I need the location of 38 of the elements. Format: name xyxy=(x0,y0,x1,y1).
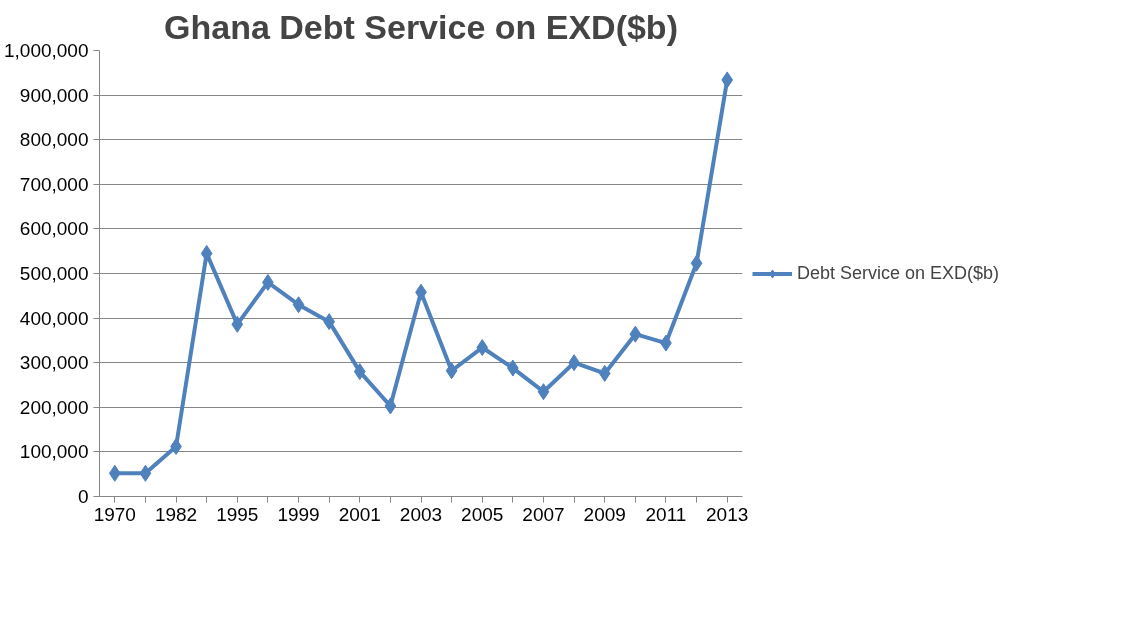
x-tick-label: 2005 xyxy=(461,503,504,525)
point xyxy=(200,244,213,262)
legend-label: Debt Service on EXD($b) xyxy=(797,262,1000,284)
y-tick-label: 800,000 xyxy=(19,129,89,151)
point xyxy=(629,325,642,343)
point xyxy=(108,464,121,482)
y-tick-label: 400,000 xyxy=(19,307,89,329)
point xyxy=(139,464,152,482)
x-tick-label: 2013 xyxy=(706,503,749,525)
point xyxy=(445,362,458,380)
x-tick-label: 1970 xyxy=(93,503,136,525)
point xyxy=(292,296,305,314)
x-tick-label: 1995 xyxy=(216,503,259,525)
y-tick-label: 700,000 xyxy=(19,173,89,195)
x-tick-label: 1999 xyxy=(277,503,320,525)
y-tick-label: 300,000 xyxy=(19,352,89,374)
x-tick-label: 1982 xyxy=(154,503,198,525)
y-tick-label: 600,000 xyxy=(19,218,89,240)
point xyxy=(231,315,244,333)
y-tick-label: 900,000 xyxy=(19,84,89,106)
y-tick-label: 0 xyxy=(77,486,89,507)
point xyxy=(384,397,397,415)
y-tick-label: 500,000 xyxy=(19,263,89,284)
x-tick-label: 2011 xyxy=(645,503,687,525)
point xyxy=(690,254,703,272)
x-tick-label: 2001 xyxy=(338,503,381,525)
point xyxy=(353,363,366,381)
y-tick-label: 1,000,000 xyxy=(3,40,89,61)
point xyxy=(721,71,734,89)
y-tick-label: 100,000 xyxy=(19,441,89,463)
point xyxy=(537,383,550,401)
chart-title: Ghana Debt Service on EXD($b) xyxy=(164,7,678,46)
x-tick-label: 2003 xyxy=(399,503,443,525)
point xyxy=(476,339,489,357)
y-tick-label: 200,000 xyxy=(19,396,89,418)
x-tick-label: 2009 xyxy=(583,503,626,525)
point xyxy=(598,364,611,382)
x-tick-label: 2007 xyxy=(522,503,565,525)
